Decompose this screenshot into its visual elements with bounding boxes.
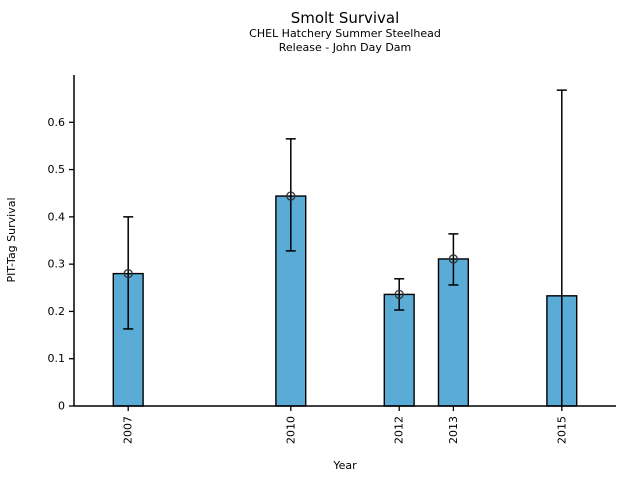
marker-2012 [394,289,404,300]
plot-area: 0 0.1 0.2 0.3 0.4 0.5 0.6 2007 2010 2012 2013 2015 [48,75,616,444]
chart-subtitle-line2: Release - John Day Dam [279,41,412,54]
chart-title: Smolt Survival [291,9,400,27]
x-tick-label: 2007 [122,416,135,444]
y-tick-label: 0.5 [48,163,66,176]
y-tick-label: 0 [58,400,65,413]
marker-2010 [286,191,296,201]
marker-2013 [448,254,459,264]
x-tick-label: 2012 [393,416,406,444]
chart-subtitle-line1: CHEL Hatchery Summer Steelhead [249,27,441,40]
y-axis-label: PIT-Tag Survival [5,197,18,282]
marker-2007 [123,268,133,279]
x-tick-label: 2013 [447,416,460,444]
y-tick-label: 0.2 [48,305,66,318]
bar-2012 [383,293,415,407]
y-tick-label: 0.6 [48,116,66,129]
x-tick-label: 2015 [555,416,568,444]
x-axis-label: Year [332,459,357,472]
x-tick-label: 2010 [284,416,297,444]
y-tick-label: 0.4 [48,210,66,223]
y-tick-label: 0.3 [48,258,66,271]
y-tick-label: 0.1 [48,352,66,365]
